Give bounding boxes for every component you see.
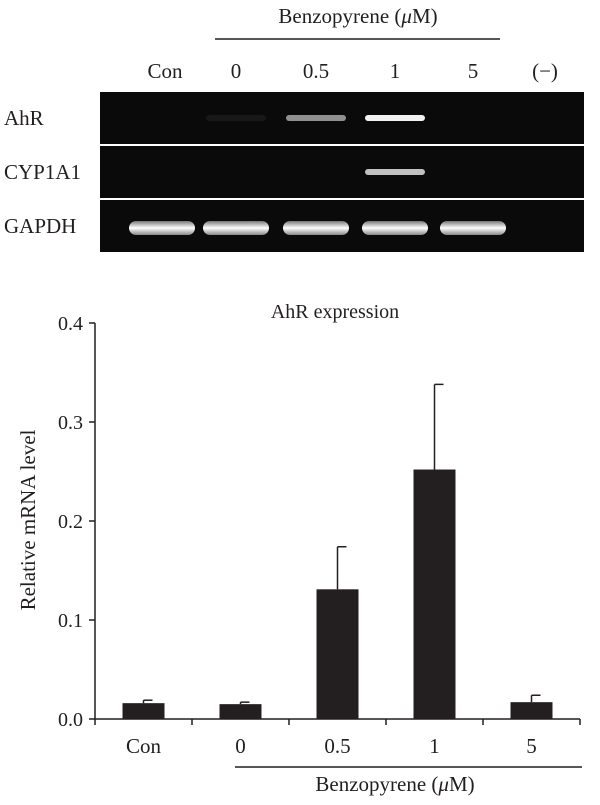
gel-band <box>440 221 506 235</box>
gel-band <box>203 221 269 235</box>
y-tick-label: 0.2 <box>58 511 83 533</box>
x-tick-label: 0 <box>235 734 246 758</box>
x-tick-label: 5 <box>526 734 537 758</box>
gel-header-label: Benzopyrene (μM) <box>278 4 437 28</box>
x-tick-labels: Con 0 0.5 1 5 <box>126 734 537 758</box>
y-tick-label: 0.4 <box>58 313 83 335</box>
gel-band <box>206 115 266 121</box>
gel-band <box>362 221 428 235</box>
gel-band <box>365 169 425 175</box>
y-tick-label: 0.1 <box>58 610 83 632</box>
gel-lane-label: (−) <box>532 59 558 83</box>
x-tick-label: 1 <box>429 734 440 758</box>
gel-band <box>365 115 425 121</box>
gel-band <box>129 221 195 235</box>
bar <box>316 589 359 719</box>
gel-band <box>283 221 349 235</box>
bar <box>219 704 262 719</box>
gel-lane-label: 0.5 <box>303 59 329 83</box>
gel-lane-label: 1 <box>390 59 401 83</box>
gel-row-label: AhR <box>4 106 44 130</box>
x-tick-label: 0.5 <box>324 734 350 758</box>
gel-row-label: CYP1A1 <box>4 160 81 184</box>
gel-lane-labels: Con 0 0.5 1 5 (−) <box>147 59 557 83</box>
gel-lane-label: Con <box>147 59 183 83</box>
chart-title: AhR expression <box>271 301 399 323</box>
gel-band <box>286 115 346 121</box>
bar <box>510 702 553 719</box>
gel-lane-label: 5 <box>468 59 479 83</box>
bar <box>122 703 165 719</box>
gel-panel <box>100 146 584 198</box>
gel-lane-label: 0 <box>231 59 242 83</box>
chart-bars <box>122 383 553 719</box>
y-tick-label: 0.0 <box>58 709 83 731</box>
gel-rows: AhR CYP1A1 GAPDH <box>4 92 584 252</box>
group-label: Benzopyrene (μM) <box>315 772 474 796</box>
bar <box>413 469 456 719</box>
x-tick-label: Con <box>126 734 162 758</box>
gel-row-label: GAPDH <box>4 214 76 238</box>
y-axis-label: Relative mRNA level <box>16 429 40 610</box>
y-tick-label: 0.3 <box>58 412 83 434</box>
